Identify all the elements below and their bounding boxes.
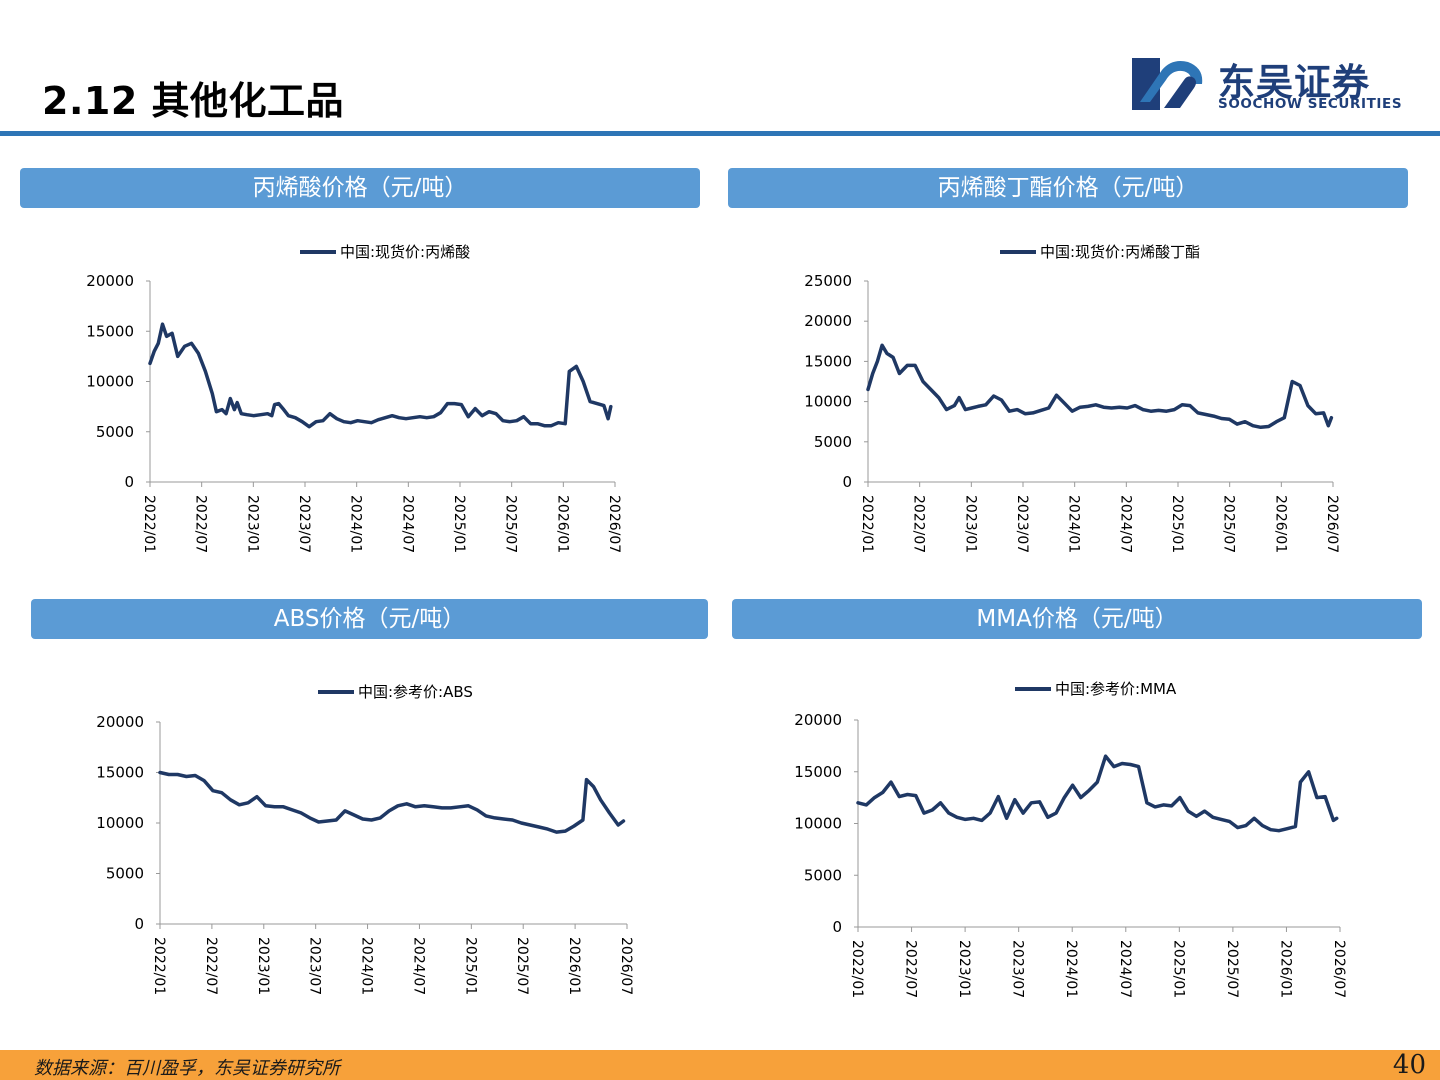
page-title: 2.12 其他化工品 bbox=[42, 79, 344, 123]
x-tick-label: 2025/01 bbox=[1169, 495, 1185, 553]
y-tick-label: 10000 bbox=[96, 814, 144, 832]
logo-english-name: SOOCHOW SECURITIES bbox=[1218, 96, 1403, 112]
x-tick-label: 2026/07 bbox=[1324, 495, 1340, 553]
acrylic-acid-price-chart: 0 5000 10000 15000 20000 2022/01 2022/07 2023/0… bbox=[86, 243, 622, 553]
x-tick-label: 2026/07 bbox=[618, 937, 634, 995]
series-line bbox=[856, 754, 1339, 833]
y-tick-label: 10000 bbox=[794, 815, 842, 833]
y-tick-label: 0 bbox=[832, 918, 842, 936]
x-tick-label: 2022/07 bbox=[203, 937, 219, 995]
abs-price-chart: 0 5000 10000 15000 20000 2022/01 2022/07 2023/0… bbox=[96, 683, 634, 995]
x-tick-label: 2026/01 bbox=[554, 495, 570, 553]
x-tick-label: 2026/07 bbox=[1331, 940, 1347, 998]
x-tick-label: 2024/01 bbox=[348, 495, 364, 553]
series-line bbox=[158, 770, 626, 834]
x-tick-label: 2023/01 bbox=[962, 495, 978, 553]
y-tick-label: 0 bbox=[134, 915, 144, 933]
x-tick-label: 2025/01 bbox=[462, 937, 478, 995]
company-logo: 东吴证券 SOOCHOW SECURITIES bbox=[1132, 56, 1412, 116]
legend-label: 中国:参考价:MMA bbox=[1055, 680, 1177, 698]
y-tick-label: 15000 bbox=[804, 352, 852, 370]
y-tick-label: 0 bbox=[842, 473, 852, 491]
series-line bbox=[866, 343, 1334, 430]
abs-banner: ABS价格（元/吨） bbox=[31, 599, 708, 639]
soochow-logo-icon bbox=[1132, 58, 1203, 110]
legend-label: 中国:参考价:ABS bbox=[358, 683, 473, 701]
y-tick-label: 5000 bbox=[804, 866, 842, 884]
y-tick-label: 15000 bbox=[86, 322, 134, 340]
x-tick-label: 2023/01 bbox=[255, 937, 271, 995]
x-tick-label: 2026/01 bbox=[1272, 495, 1288, 553]
footer-bar: 数据来源：百川盈孚，东吴证券研究所 40 bbox=[0, 1050, 1440, 1080]
y-tick-label: 20000 bbox=[804, 312, 852, 330]
x-tick-label: 2025/07 bbox=[514, 937, 530, 995]
legend-label: 中国:现货价:丙烯酸丁酯 bbox=[1040, 243, 1200, 261]
x-tick-label: 2022/07 bbox=[903, 940, 919, 998]
x-tick-label: 2022/01 bbox=[141, 495, 157, 553]
y-tick-label: 5000 bbox=[106, 865, 144, 883]
page-number: 40 bbox=[1392, 1050, 1426, 1080]
x-tick-label: 2023/07 bbox=[307, 937, 323, 995]
x-tick-label: 2026/01 bbox=[566, 937, 582, 995]
x-tick-label: 2025/07 bbox=[503, 495, 519, 553]
mma-price-chart: 0 5000 10000 15000 20000 2022/01 2022/07 2023/0… bbox=[794, 680, 1347, 998]
data-source-note: 数据来源：百川盈孚，东吴证券研究所 bbox=[34, 1058, 340, 1079]
x-tick-label: 2022/07 bbox=[911, 495, 927, 553]
x-tick-label: 2022/01 bbox=[859, 495, 875, 553]
x-tick-label: 2026/01 bbox=[1277, 940, 1293, 998]
y-tick-label: 10000 bbox=[804, 393, 852, 411]
mma-banner: MMA价格（元/吨） bbox=[732, 599, 1422, 639]
logo-chinese-name: 东吴证券 bbox=[1218, 61, 1370, 104]
x-tick-label: 2025/07 bbox=[1221, 495, 1237, 553]
x-tick-label: 2024/07 bbox=[410, 937, 426, 995]
x-tick-label: 2022/07 bbox=[193, 495, 209, 553]
y-tick-label: 5000 bbox=[96, 423, 134, 441]
x-tick-label: 2026/07 bbox=[606, 495, 622, 553]
y-tick-label: 0 bbox=[124, 473, 134, 491]
x-tick-label: 2024/01 bbox=[359, 937, 375, 995]
x-tick-label: 2025/01 bbox=[451, 495, 467, 553]
x-tick-label: 2023/07 bbox=[1010, 940, 1026, 998]
x-tick-label: 2023/07 bbox=[296, 495, 312, 553]
y-tick-label: 25000 bbox=[804, 272, 852, 290]
acrylic-acid-banner: 丙烯酸价格（元/吨） bbox=[20, 168, 700, 208]
x-tick-label: 2023/01 bbox=[956, 940, 972, 998]
x-tick-label: 2024/07 bbox=[1117, 495, 1133, 553]
x-tick-label: 2023/07 bbox=[1014, 495, 1030, 553]
x-tick-label: 2022/01 bbox=[849, 940, 865, 998]
header-divider bbox=[0, 131, 1440, 136]
y-tick-label: 20000 bbox=[794, 711, 842, 729]
y-tick-label: 20000 bbox=[96, 713, 144, 731]
legend-label: 中国:现货价:丙烯酸 bbox=[340, 243, 470, 261]
series-line bbox=[148, 322, 613, 429]
x-tick-label: 2024/01 bbox=[1063, 940, 1079, 998]
y-tick-label: 10000 bbox=[86, 373, 134, 391]
butyl-acrylate-price-chart: 0 5000 10000 15000 20000 25000 2022/01 2022/07 2… bbox=[804, 243, 1340, 553]
x-tick-label: 2025/07 bbox=[1224, 940, 1240, 998]
x-tick-label: 2024/07 bbox=[1117, 940, 1133, 998]
butyl-acrylate-banner: 丙烯酸丁酯价格（元/吨） bbox=[728, 168, 1408, 208]
y-tick-label: 5000 bbox=[814, 433, 852, 451]
x-tick-label: 2024/07 bbox=[399, 495, 415, 553]
x-tick-label: 2023/01 bbox=[244, 495, 260, 553]
y-tick-label: 15000 bbox=[96, 764, 144, 782]
y-tick-label: 20000 bbox=[86, 272, 134, 290]
x-tick-label: 2024/01 bbox=[1066, 495, 1082, 553]
x-tick-label: 2022/01 bbox=[151, 937, 167, 995]
x-tick-label: 2025/01 bbox=[1170, 940, 1186, 998]
y-tick-label: 15000 bbox=[794, 763, 842, 781]
